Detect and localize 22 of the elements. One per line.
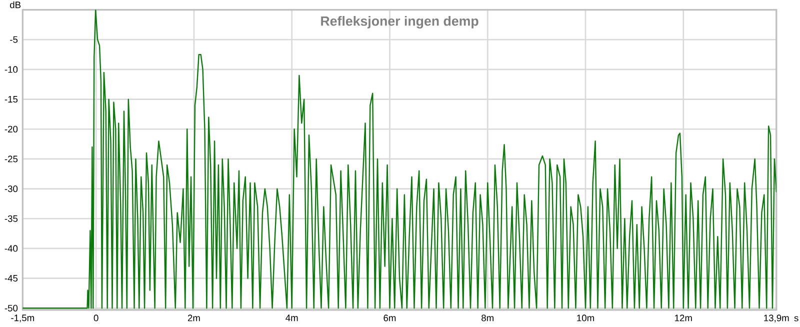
y-tick-label: -35 xyxy=(4,215,18,222)
x-tick-label: 4m xyxy=(286,314,298,322)
x-tick-label: 10m xyxy=(577,314,594,322)
y-tick-label: -5 xyxy=(10,36,18,43)
x-tick-label: 2m xyxy=(188,314,200,322)
y-tick-label: -25 xyxy=(4,156,18,162)
y-tick-label: -40 xyxy=(4,245,18,252)
y-tick-label: -50 xyxy=(4,304,18,312)
y-tick-label: -45 xyxy=(4,275,18,282)
y-tick-label: -30 xyxy=(4,186,18,192)
x-tick-label: 0 xyxy=(94,314,98,322)
chart-title: Refleksjoner ingen demp xyxy=(321,16,478,29)
x-tick-label: 8m xyxy=(482,314,494,322)
y-tick-label: -10 xyxy=(4,66,18,73)
x-axis-title: s xyxy=(794,316,798,322)
x-tick-label: 13,9m xyxy=(764,314,789,322)
x-tick-label: 6m xyxy=(384,314,396,322)
x-tick-label: 12m xyxy=(675,314,692,322)
y-axis-title: dB xyxy=(10,1,21,8)
y-tick-label: -20 xyxy=(4,126,18,133)
y-tick-label: -15 xyxy=(4,96,18,103)
x-tick-label: -1,5m xyxy=(11,314,34,322)
